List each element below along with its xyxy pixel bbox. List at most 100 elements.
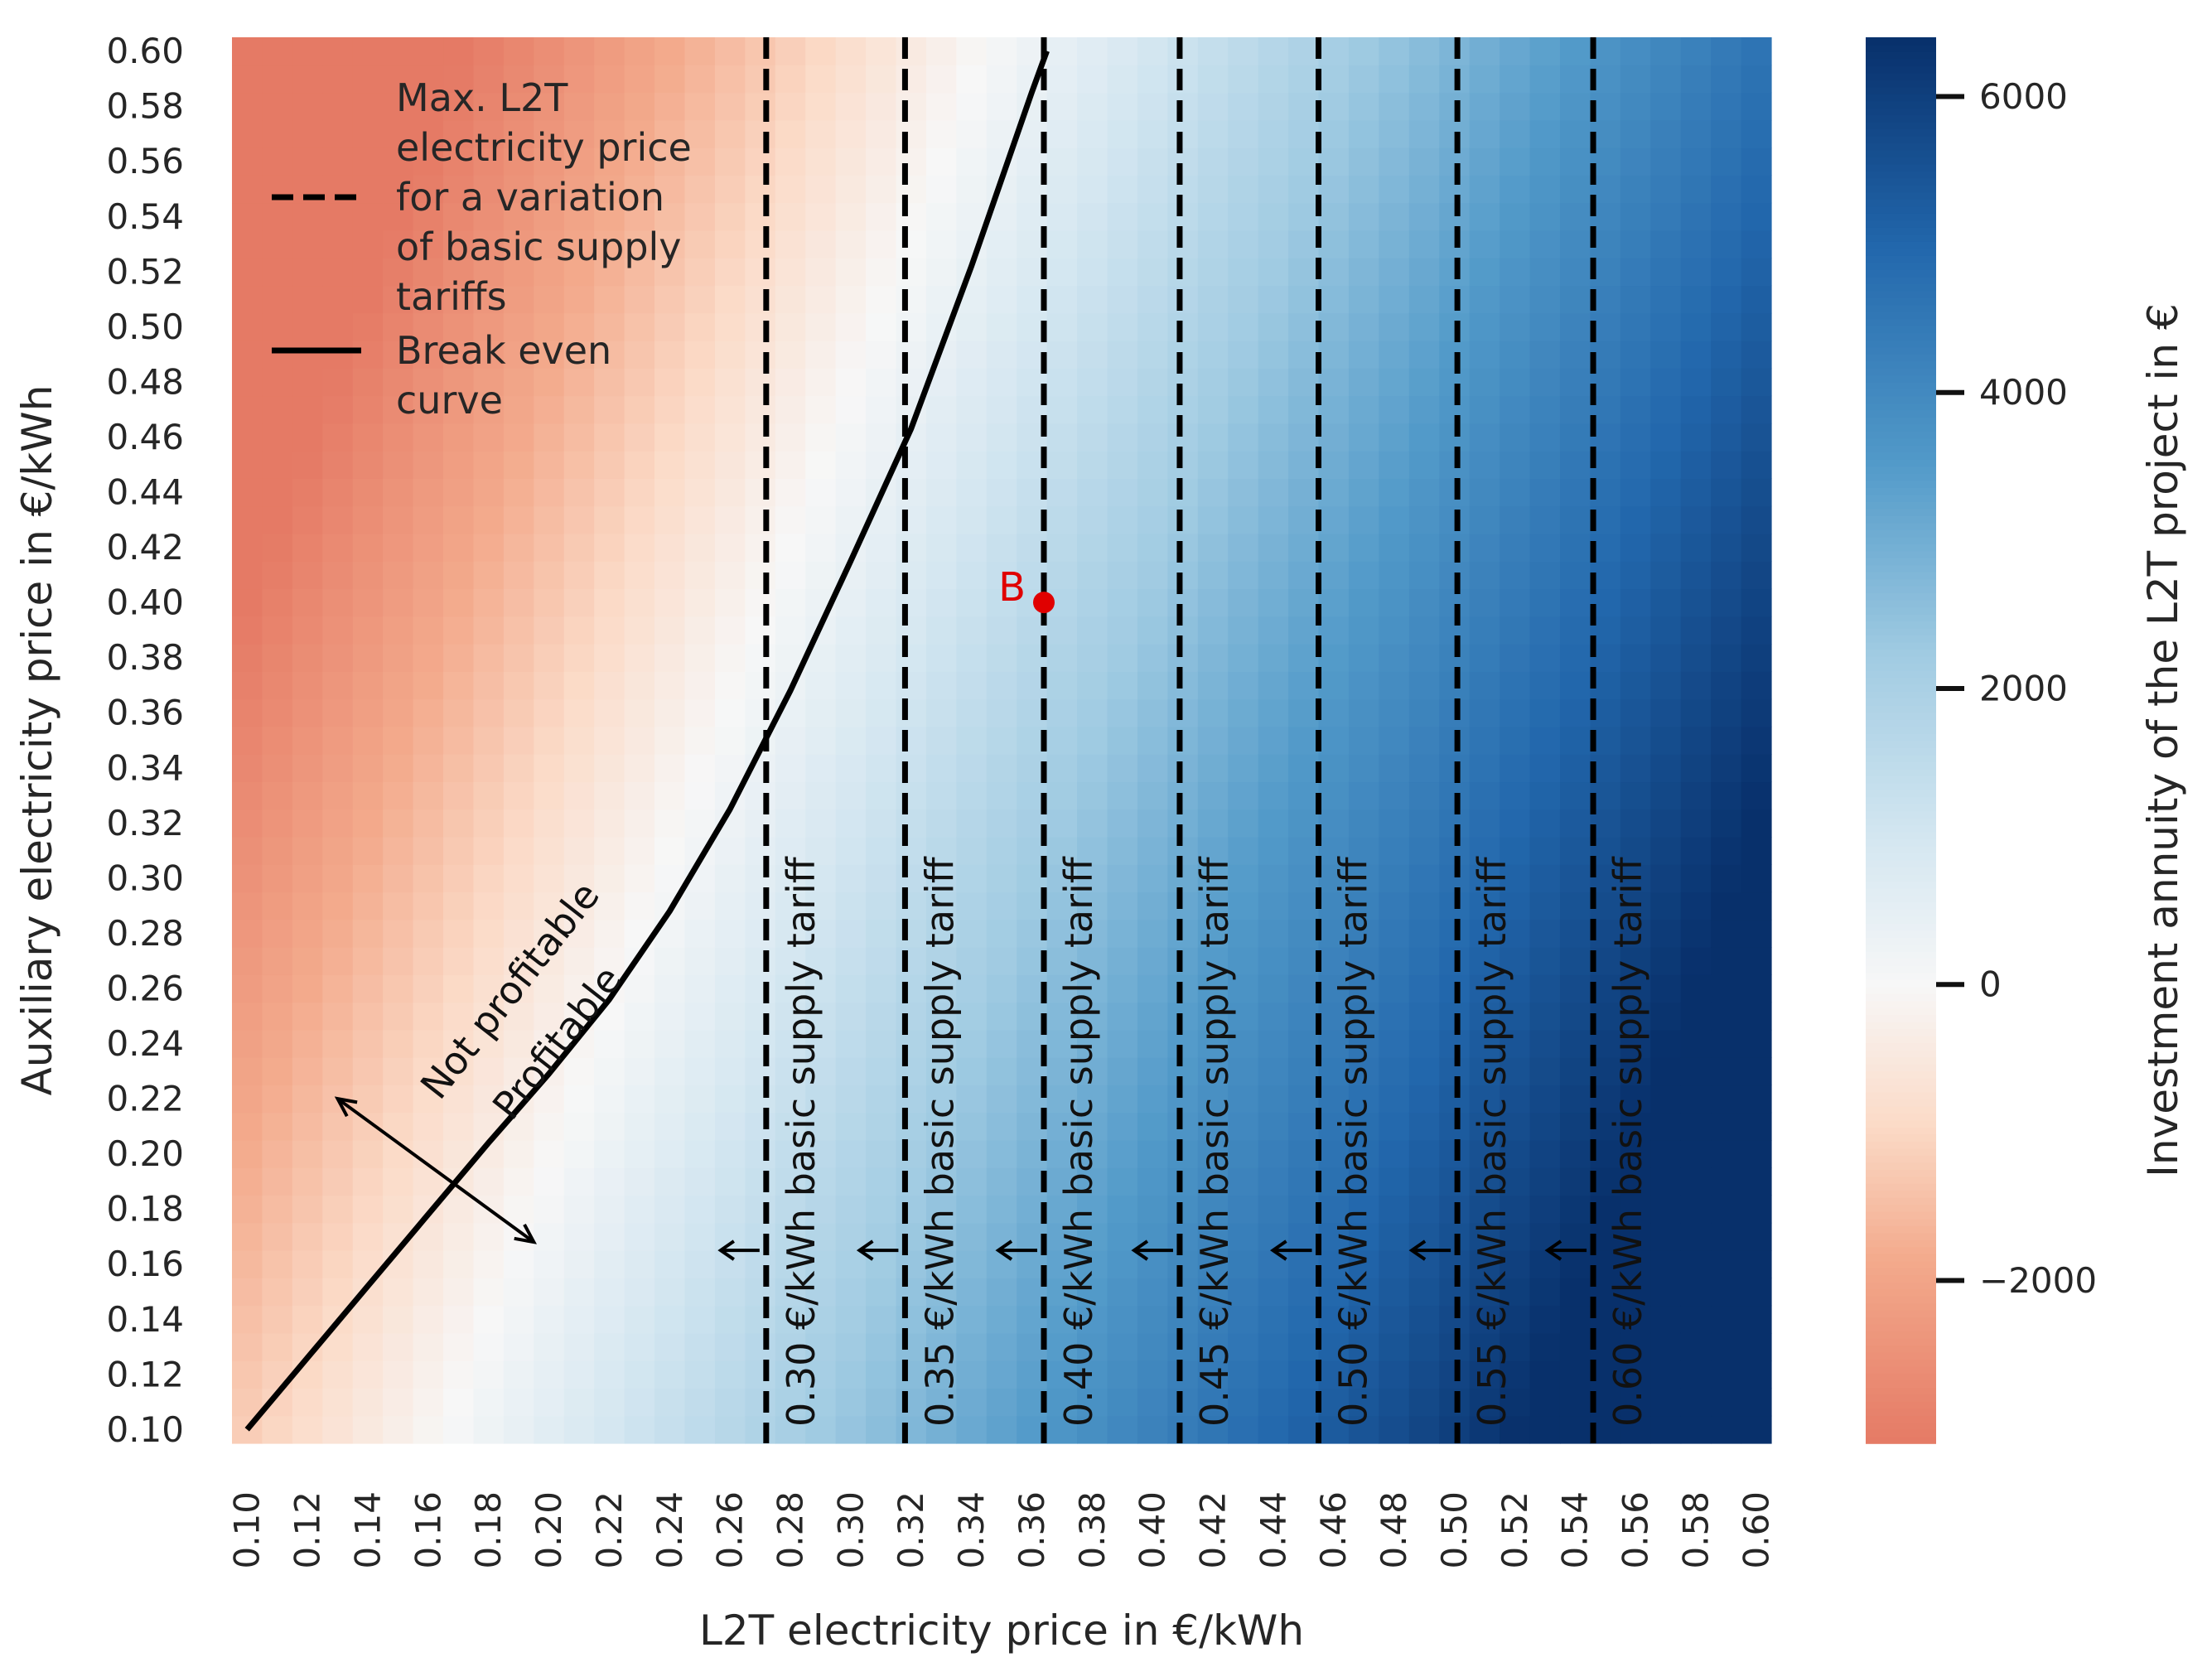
heatmap-cell — [1348, 451, 1379, 479]
colorbar-segment — [1866, 916, 1936, 924]
heatmap-cell — [1258, 37, 1289, 65]
heatmap-cell — [956, 644, 988, 672]
heatmap-cell — [413, 119, 444, 148]
colorbar-segment — [1866, 452, 1936, 460]
heatmap-cell — [866, 1388, 897, 1417]
heatmap-cell — [383, 285, 414, 314]
heatmap-cell — [1711, 92, 1742, 121]
heatmap-cell — [1167, 312, 1199, 341]
point-b-label: B — [998, 564, 1026, 611]
heatmap-cell — [1620, 230, 1651, 259]
heatmap-cell — [1469, 92, 1500, 121]
colorbar-segment — [1866, 1239, 1936, 1248]
colorbar-segment — [1866, 494, 1936, 502]
heatmap-cell — [1137, 92, 1168, 121]
heatmap-cell — [292, 1388, 323, 1417]
heatmap-cell — [594, 1029, 625, 1058]
heatmap-cell — [534, 92, 565, 121]
heatmap-cell — [956, 1029, 988, 1058]
heatmap-cell — [1500, 368, 1531, 397]
heatmap-cell — [322, 258, 354, 287]
colorbar-segment — [1866, 1302, 1936, 1311]
heatmap-cell — [1741, 919, 1772, 948]
heatmap-cell — [534, 891, 565, 920]
heatmap-cell — [534, 726, 565, 755]
heatmap-cell — [1620, 1112, 1651, 1141]
heatmap-cell — [624, 1167, 655, 1196]
heatmap-cell — [1711, 726, 1742, 755]
heatmap-cell — [352, 919, 384, 948]
heatmap-cell — [262, 37, 293, 65]
heatmap-cell — [1228, 1167, 1259, 1196]
heatmap-cell — [503, 285, 534, 314]
heatmap-cell — [805, 341, 837, 369]
heatmap-cell — [473, 258, 505, 287]
heatmap-cell — [1469, 37, 1500, 65]
x-tick-label: 0.10 — [227, 1491, 268, 1569]
heatmap-cell — [1620, 1222, 1651, 1251]
heatmap-cell — [986, 616, 1017, 645]
heatmap-cell — [1559, 230, 1591, 259]
heatmap-cell — [1529, 175, 1561, 204]
heatmap-cell — [1741, 836, 1772, 865]
heatmap-cell — [1318, 1002, 1350, 1031]
heatmap-cell — [745, 175, 776, 204]
heatmap-cell — [1258, 781, 1289, 810]
heatmap-cell — [1318, 285, 1350, 314]
heatmap-cell — [1469, 1029, 1500, 1058]
heatmap-cell — [1046, 202, 1078, 231]
heatmap-cell — [654, 1222, 686, 1251]
heatmap-cell — [1137, 1360, 1168, 1389]
heatmap-cell — [896, 864, 927, 893]
heatmap-cell — [1500, 175, 1531, 204]
heatmap-cell — [1228, 533, 1259, 562]
heatmap-cell — [1318, 1332, 1350, 1361]
tariff-arrow-head — [1544, 1239, 1562, 1261]
heatmap-cell — [1650, 561, 1682, 590]
heatmap-cell — [956, 312, 988, 341]
heatmap-cell — [684, 974, 716, 1003]
heatmap-cell — [1469, 1139, 1500, 1168]
heatmap-cell — [1559, 341, 1591, 369]
heatmap-cell — [563, 1057, 595, 1086]
heatmap-cell — [835, 671, 867, 700]
heatmap-cell — [956, 147, 988, 176]
heatmap-cell — [1559, 726, 1591, 755]
heatmap-cell — [1650, 1222, 1682, 1251]
colorbar-segment — [1866, 859, 1936, 868]
heatmap-cell — [1620, 781, 1651, 810]
heatmap-cell — [684, 1360, 716, 1389]
x-tick-label: 0.40 — [1133, 1491, 1173, 1569]
heatmap-cell — [1107, 1222, 1138, 1251]
heatmap-cell — [1318, 341, 1350, 369]
heatmap-cell — [1077, 478, 1108, 507]
heatmap-cell — [1469, 947, 1500, 975]
heatmap-cell — [654, 175, 686, 204]
heatmap-cell — [1348, 505, 1379, 534]
heatmap-cell — [352, 1112, 384, 1141]
heatmap-cell — [1379, 423, 1410, 452]
heatmap-cell — [322, 809, 354, 838]
heatmap-cell — [835, 147, 867, 176]
heatmap-cell — [1228, 65, 1259, 94]
heatmap-cell — [1529, 698, 1561, 727]
heatmap-cell — [866, 836, 897, 865]
colorbar-segment — [1866, 1281, 1936, 1290]
colorbar-segment — [1866, 1394, 1936, 1402]
heatmap-cell — [413, 1305, 444, 1334]
colorbar-segment — [1866, 1021, 1936, 1030]
heatmap-cell — [413, 644, 444, 672]
heatmap-cell — [1680, 1139, 1712, 1168]
heatmap-cell — [714, 1085, 746, 1114]
colorbar-segment — [1866, 1429, 1936, 1437]
heatmap-cell — [925, 754, 957, 783]
colorbar-segment — [1866, 1141, 1936, 1149]
heatmap-cell — [1559, 1195, 1591, 1224]
heatmap-cell — [232, 1029, 263, 1058]
heatmap-cell — [1258, 588, 1289, 617]
heatmap-cell — [654, 1332, 686, 1361]
colorbar-segment — [1866, 220, 1936, 228]
heatmap-cell — [896, 974, 927, 1003]
heatmap-cell — [594, 285, 625, 314]
heatmap-cell — [473, 65, 505, 94]
